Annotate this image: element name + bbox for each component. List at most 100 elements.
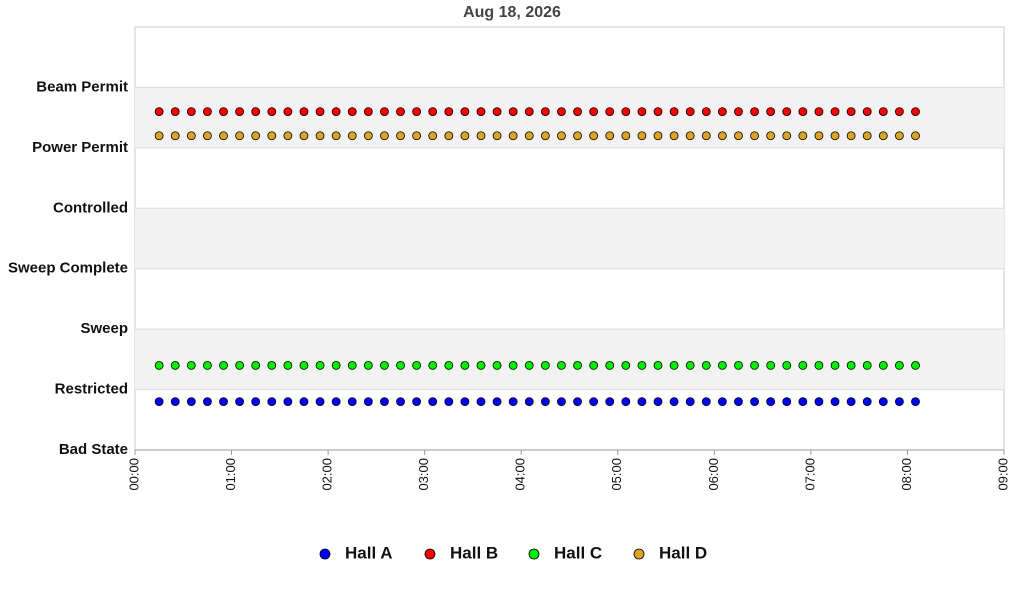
point (669, 360, 679, 370)
point (412, 360, 422, 370)
point (814, 131, 824, 141)
x-tick-label: 06:00 (706, 458, 721, 491)
point (283, 107, 293, 116)
point (894, 397, 904, 407)
point (299, 107, 309, 116)
point (605, 360, 615, 370)
point (911, 107, 920, 116)
point (717, 131, 727, 141)
point (219, 107, 228, 116)
point (154, 360, 164, 370)
point (540, 397, 550, 407)
point (605, 107, 615, 116)
point (492, 360, 502, 370)
point (573, 360, 582, 370)
point (894, 131, 904, 141)
point (363, 107, 373, 116)
point (830, 360, 840, 370)
point (363, 360, 373, 370)
point (862, 107, 872, 116)
point (717, 107, 727, 116)
point (798, 360, 808, 370)
point (331, 131, 341, 141)
x-tick-label: 03:00 (416, 458, 431, 491)
point (283, 397, 293, 407)
point (331, 107, 341, 116)
y-tick-label: Controlled (53, 199, 128, 216)
point (444, 360, 454, 370)
x-tick-label: 05:00 (609, 458, 624, 491)
chart-title: Aug 18, 2026 (463, 4, 561, 21)
point (911, 131, 920, 141)
point (492, 107, 502, 116)
point (267, 360, 277, 370)
band (135, 208, 1004, 269)
point (573, 397, 582, 407)
point (782, 131, 792, 141)
x-tick-label: 01:00 (223, 458, 238, 491)
point (846, 397, 856, 407)
point (830, 397, 840, 407)
point (653, 107, 663, 116)
point (186, 360, 196, 370)
point (267, 397, 277, 407)
point (782, 397, 792, 407)
point (621, 107, 631, 116)
point (637, 131, 647, 141)
point (589, 397, 599, 407)
point (170, 131, 180, 141)
point (428, 360, 438, 370)
point (653, 397, 663, 407)
point (701, 397, 711, 407)
point (589, 360, 599, 370)
point (203, 131, 212, 141)
point (154, 107, 164, 116)
point (717, 360, 727, 370)
point (203, 107, 212, 116)
point (846, 131, 856, 141)
point (235, 107, 245, 116)
point (524, 360, 534, 370)
band (135, 329, 1004, 390)
point (219, 397, 228, 407)
point (573, 131, 582, 141)
point (878, 397, 888, 407)
point (203, 360, 212, 370)
point (782, 360, 792, 370)
point (492, 131, 502, 141)
point (734, 360, 743, 370)
point (862, 131, 872, 141)
point (363, 397, 373, 407)
point (589, 131, 599, 141)
x-tick-label: 07:00 (802, 458, 817, 491)
point (734, 107, 743, 116)
point (508, 397, 518, 407)
point (685, 360, 695, 370)
point (669, 131, 679, 141)
point (363, 131, 373, 141)
point (830, 131, 840, 141)
point (219, 131, 228, 141)
point (508, 107, 518, 116)
point (492, 397, 502, 407)
point (412, 131, 422, 141)
point (911, 360, 920, 370)
point (701, 107, 711, 116)
point (766, 397, 776, 407)
point (814, 397, 824, 407)
point (186, 107, 196, 116)
point (331, 360, 341, 370)
point (508, 360, 518, 370)
point (557, 397, 566, 407)
point (637, 107, 647, 116)
point (814, 107, 824, 116)
point (428, 397, 438, 407)
point (540, 107, 550, 116)
point (251, 131, 261, 141)
x-tick-label: 08:00 (899, 458, 914, 491)
point (460, 107, 470, 116)
point (396, 107, 405, 116)
point (380, 131, 389, 141)
point (460, 397, 470, 407)
